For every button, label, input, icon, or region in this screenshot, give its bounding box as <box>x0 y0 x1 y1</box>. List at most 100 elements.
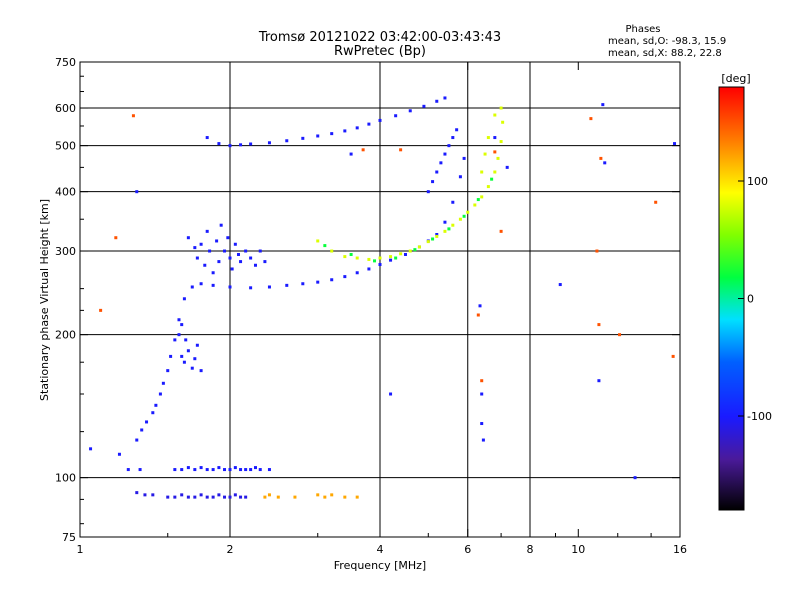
data-point <box>458 217 462 221</box>
data-point <box>499 106 503 110</box>
data-point <box>180 323 184 327</box>
data-point <box>154 403 158 407</box>
data-point <box>203 263 207 267</box>
data-point <box>205 468 209 472</box>
data-point <box>182 297 186 301</box>
data-point <box>173 338 177 342</box>
data-point <box>451 136 455 140</box>
data-point <box>236 252 240 256</box>
data-point <box>177 333 181 337</box>
data-point <box>439 161 443 165</box>
data-point <box>447 144 451 148</box>
y-tick-label: 75 <box>62 531 76 544</box>
data-point <box>323 244 327 248</box>
data-point <box>217 142 221 146</box>
data-point <box>228 495 232 499</box>
data-point <box>249 286 253 290</box>
data-point <box>276 495 280 499</box>
data-point <box>114 236 118 240</box>
data-point <box>316 493 320 497</box>
data-point <box>233 493 237 497</box>
data-point <box>367 267 371 271</box>
data-point <box>249 468 253 472</box>
data-point <box>443 96 447 100</box>
y-tick-label: 500 <box>55 140 76 153</box>
data-point <box>443 220 447 224</box>
data-point <box>223 495 227 499</box>
data-point <box>403 252 407 256</box>
data-point <box>476 198 480 202</box>
x-tick-label: 8 <box>527 543 534 556</box>
data-point <box>180 493 184 497</box>
stats-heading: Phases <box>625 24 660 35</box>
data-point <box>367 122 371 126</box>
data-point <box>158 392 162 396</box>
data-point <box>145 420 149 424</box>
data-point <box>193 357 197 361</box>
data-point <box>595 249 599 253</box>
y-tick-label: 400 <box>55 186 76 199</box>
data-point <box>435 99 439 103</box>
data-point <box>140 428 144 432</box>
data-point <box>166 369 170 373</box>
data-point <box>399 252 403 256</box>
data-point <box>199 493 203 497</box>
data-point <box>211 271 215 275</box>
data-point <box>285 139 289 143</box>
stats-line-o: mean, sd,O: -98.3, 15.9 <box>608 36 726 47</box>
data-point <box>478 304 482 308</box>
data-point <box>249 256 253 260</box>
data-point <box>413 248 417 252</box>
data-point <box>228 144 232 148</box>
data-point <box>263 495 267 499</box>
data-point <box>349 252 353 256</box>
data-point <box>599 156 603 160</box>
data-point <box>151 493 155 497</box>
data-point <box>343 255 347 259</box>
data-point <box>223 249 227 253</box>
data-point <box>173 495 177 499</box>
data-point <box>330 249 334 253</box>
data-point <box>217 493 221 497</box>
data-point <box>343 495 347 499</box>
data-point <box>193 246 197 250</box>
data-point <box>466 210 470 214</box>
data-point <box>228 468 232 472</box>
data-point <box>426 190 430 194</box>
data-point <box>355 126 359 130</box>
data-point <box>219 223 223 227</box>
data-point <box>435 234 439 238</box>
data-point <box>499 140 503 144</box>
data-point <box>597 323 601 327</box>
data-point <box>476 313 480 317</box>
data-point <box>131 114 135 118</box>
data-point <box>394 114 398 118</box>
data-point <box>443 229 447 233</box>
data-point <box>217 466 221 470</box>
data-point <box>597 379 601 383</box>
data-point <box>267 285 271 289</box>
data-point <box>493 170 497 174</box>
data-point <box>249 142 253 146</box>
data-point <box>654 200 658 204</box>
data-point <box>228 285 232 289</box>
data-point <box>186 466 190 470</box>
data-point <box>431 237 435 241</box>
data-point <box>193 495 197 499</box>
data-point <box>233 466 237 470</box>
data-point <box>135 438 139 442</box>
data-point <box>173 468 177 472</box>
data-point <box>263 260 267 264</box>
data-point <box>258 249 262 253</box>
chart-subtitle: RwPretec (Bp) <box>334 44 426 59</box>
data-point <box>671 354 675 358</box>
data-point <box>169 354 173 358</box>
data-point <box>493 136 497 140</box>
data-point <box>239 495 243 499</box>
data-point <box>217 260 221 264</box>
data-point <box>501 120 505 124</box>
data-point <box>330 278 334 282</box>
data-point <box>226 236 230 240</box>
data-point <box>211 495 215 499</box>
